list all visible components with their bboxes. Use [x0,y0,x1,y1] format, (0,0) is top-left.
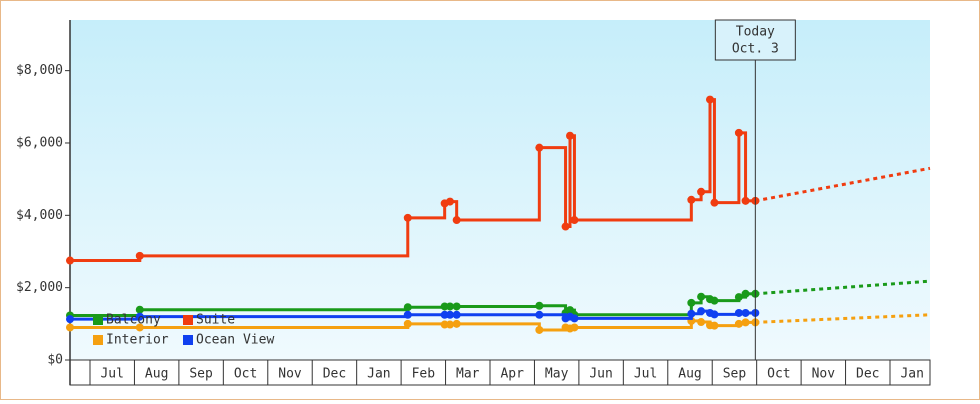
x-tick-label: Jul [100,367,123,382]
y-tick-label: $8,000 [16,63,63,78]
point [566,132,574,140]
point [453,311,461,319]
legend-swatch [93,335,103,345]
point [710,199,718,207]
x-tick-label: Jun [589,367,612,382]
x-tick-label: Dec [856,367,879,382]
point [742,290,750,298]
legend-label: Ocean View [196,333,274,348]
legend-swatch [183,315,193,325]
y-tick-label: $2,000 [16,280,63,295]
point [706,96,714,104]
x-tick-label: Feb [412,367,436,382]
point [404,320,412,328]
point [535,302,543,310]
point [735,320,743,328]
x-tick-label: Oct [767,367,790,382]
point [535,326,543,334]
point [535,311,543,319]
x-tick-label: Dec [323,367,346,382]
point [697,188,705,196]
today-label: Today [736,25,775,40]
point [710,322,718,330]
point [404,214,412,222]
x-tick-label: Jul [634,367,657,382]
point [453,320,461,328]
point [697,293,705,301]
point [453,216,461,224]
point [742,309,750,317]
point [136,252,144,260]
y-tick-label: $6,000 [16,135,63,150]
x-tick-label: Jan [367,367,390,382]
point [687,299,695,307]
point [570,216,578,224]
legend-label: Interior [106,333,169,348]
point [570,323,578,331]
point [570,314,578,322]
point [66,257,74,265]
x-tick-label: Nov [812,367,836,382]
today-label: Oct. 3 [732,42,779,57]
point [66,323,74,331]
legend-label: Suite [196,313,235,328]
y-tick-label: $0 [47,353,63,368]
point [562,223,570,231]
x-tick-label: Jan [900,367,923,382]
point [710,297,718,305]
legend-swatch [183,335,193,345]
point [446,198,454,206]
point [66,315,74,323]
step-segment [408,306,445,307]
x-tick-label: Sep [723,367,747,382]
x-tick-label: Mar [456,367,480,382]
x-tick-label: Oct [234,367,257,382]
x-tick-label: Sep [189,367,213,382]
step-segment [408,324,445,325]
point [535,144,543,152]
point [687,196,695,204]
legend-swatch [93,315,103,325]
x-tick-label: Aug [145,367,168,382]
step-segment [457,306,540,307]
point [404,303,412,311]
point [742,197,750,205]
point [697,318,705,326]
point [710,310,718,318]
point [404,311,412,319]
x-tick-label: Nov [278,367,302,382]
x-tick-label: Apr [500,367,524,382]
point [687,310,695,318]
x-tick-label: May [545,367,569,382]
point [742,318,750,326]
point [697,307,705,315]
point [735,129,743,137]
legend-label: Balcony [106,313,161,328]
y-tick-label: $4,000 [16,208,63,223]
point [453,302,461,310]
x-tick-label: Aug [678,367,701,382]
